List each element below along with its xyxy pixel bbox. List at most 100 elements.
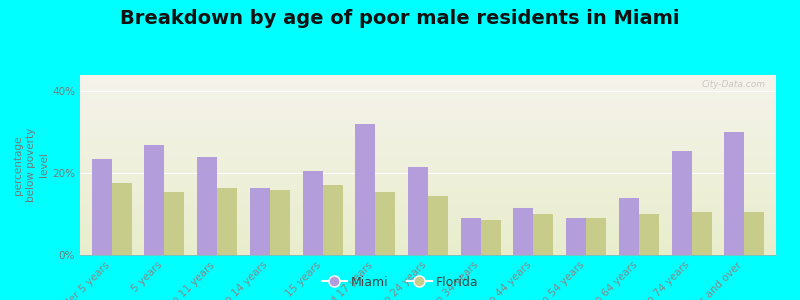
Bar bbox=[80, 214, 776, 215]
Bar bbox=[80, 190, 776, 192]
Bar bbox=[80, 187, 776, 188]
Bar bbox=[80, 97, 776, 98]
Bar bbox=[112, 183, 132, 255]
Text: City-Data.com: City-Data.com bbox=[702, 80, 766, 89]
Text: Breakdown by age of poor male residents in Miami: Breakdown by age of poor male residents … bbox=[120, 9, 680, 28]
Bar bbox=[80, 154, 776, 156]
Bar bbox=[80, 201, 776, 203]
Bar bbox=[80, 233, 776, 235]
Bar bbox=[80, 89, 776, 91]
Bar bbox=[80, 235, 776, 237]
Bar bbox=[80, 111, 776, 113]
Bar bbox=[80, 223, 776, 224]
Bar bbox=[80, 172, 776, 174]
Bar bbox=[80, 176, 776, 178]
Bar bbox=[80, 183, 776, 185]
Bar bbox=[80, 84, 776, 86]
Bar bbox=[80, 88, 776, 89]
Bar bbox=[80, 196, 776, 197]
Bar bbox=[80, 242, 776, 244]
Bar bbox=[744, 212, 765, 255]
Bar bbox=[80, 136, 776, 138]
Bar bbox=[80, 244, 776, 246]
Bar bbox=[481, 220, 501, 255]
Bar bbox=[80, 80, 776, 82]
Bar bbox=[672, 151, 692, 255]
Bar bbox=[80, 93, 776, 95]
Bar bbox=[80, 178, 776, 179]
Bar bbox=[461, 218, 481, 255]
Bar bbox=[80, 237, 776, 239]
Bar bbox=[80, 151, 776, 152]
Bar bbox=[80, 91, 776, 93]
Bar bbox=[80, 134, 776, 136]
Bar bbox=[80, 142, 776, 143]
Bar bbox=[80, 228, 776, 230]
Bar bbox=[80, 104, 776, 106]
Bar bbox=[80, 127, 776, 129]
Bar bbox=[80, 212, 776, 214]
Bar bbox=[724, 132, 744, 255]
Bar bbox=[80, 79, 776, 80]
Bar bbox=[80, 138, 776, 140]
Bar bbox=[197, 157, 217, 255]
Bar bbox=[80, 145, 776, 147]
Bar bbox=[80, 208, 776, 210]
Bar bbox=[80, 147, 776, 149]
Bar bbox=[80, 181, 776, 183]
Bar bbox=[80, 170, 776, 172]
Bar bbox=[80, 253, 776, 255]
Bar bbox=[80, 82, 776, 84]
Bar bbox=[80, 152, 776, 154]
Bar bbox=[80, 250, 776, 251]
Bar bbox=[80, 224, 776, 226]
Bar bbox=[408, 167, 428, 255]
Bar bbox=[80, 219, 776, 221]
Bar bbox=[80, 156, 776, 158]
Bar bbox=[80, 100, 776, 102]
Bar bbox=[80, 167, 776, 169]
Bar bbox=[80, 185, 776, 187]
Bar bbox=[80, 210, 776, 212]
Y-axis label: percentage
below poverty
level: percentage below poverty level bbox=[13, 128, 50, 202]
Bar bbox=[80, 197, 776, 199]
Bar bbox=[80, 75, 776, 77]
Bar bbox=[217, 188, 237, 255]
Bar bbox=[80, 129, 776, 131]
Bar bbox=[80, 165, 776, 167]
Bar bbox=[80, 116, 776, 118]
Bar bbox=[80, 206, 776, 208]
Bar bbox=[355, 124, 375, 255]
Bar bbox=[80, 161, 776, 163]
Bar bbox=[80, 174, 776, 176]
Bar bbox=[80, 113, 776, 115]
Bar bbox=[80, 158, 776, 160]
Bar bbox=[428, 196, 448, 255]
Bar bbox=[80, 217, 776, 219]
Bar bbox=[80, 192, 776, 194]
Bar bbox=[80, 149, 776, 151]
Bar bbox=[80, 95, 776, 97]
Bar bbox=[619, 198, 639, 255]
Bar bbox=[322, 185, 342, 255]
Bar bbox=[302, 171, 322, 255]
Bar bbox=[80, 169, 776, 170]
Bar bbox=[164, 192, 184, 255]
Bar bbox=[80, 106, 776, 107]
Bar bbox=[80, 246, 776, 248]
Bar bbox=[250, 188, 270, 255]
Bar bbox=[375, 192, 395, 255]
Bar bbox=[80, 98, 776, 100]
Bar bbox=[80, 199, 776, 201]
Bar bbox=[80, 133, 776, 134]
Bar bbox=[80, 230, 776, 232]
Bar bbox=[80, 122, 776, 124]
Bar bbox=[92, 159, 112, 255]
Bar bbox=[80, 203, 776, 205]
Bar bbox=[80, 251, 776, 253]
Bar bbox=[80, 107, 776, 109]
Bar bbox=[514, 208, 534, 255]
Bar bbox=[80, 241, 776, 242]
Bar bbox=[80, 140, 776, 142]
Bar bbox=[80, 115, 776, 116]
